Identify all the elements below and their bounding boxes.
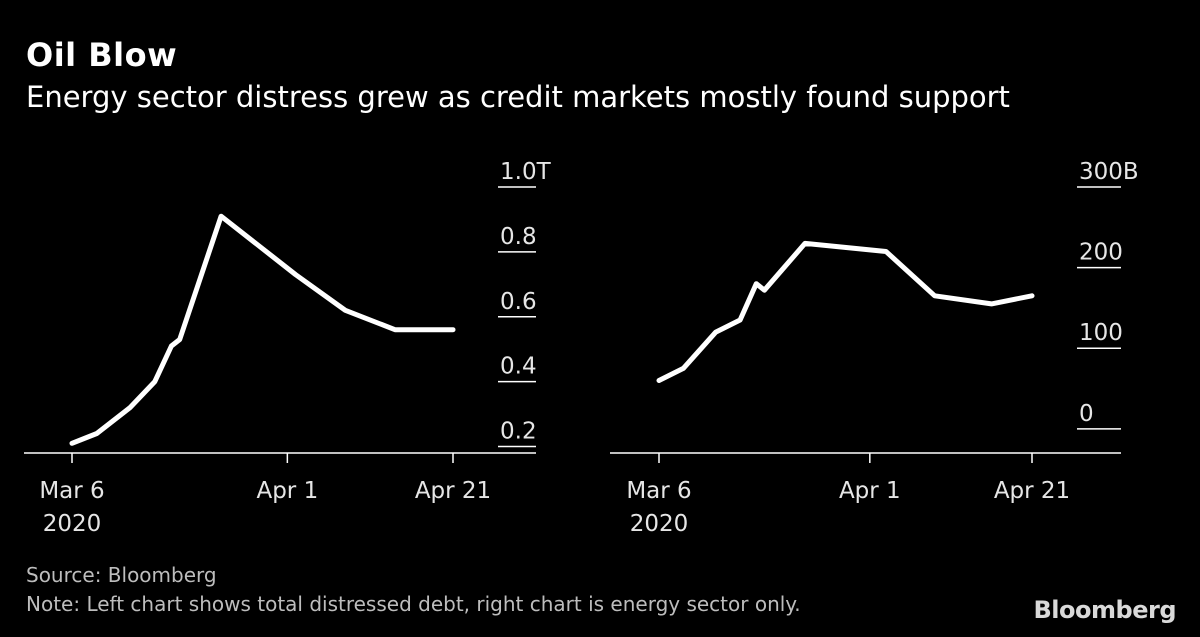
series-line	[69, 213, 456, 446]
y-tick-label: 300B	[1079, 159, 1139, 185]
chart-subtitle: Energy sector distress grew as credit ma…	[26, 80, 1010, 114]
x-tick-year-label: 2020	[630, 511, 689, 537]
y-tick-label: 1.0T	[500, 159, 552, 185]
chart-title: Oil Blow	[26, 36, 178, 74]
right-chart-energy-sector: 0 100 200 300B Mar 6 2020 Apr 1 Apr 21	[610, 159, 1139, 537]
y-tick-label: 200	[1079, 240, 1123, 266]
x-tick-label: Apr 1	[839, 478, 901, 504]
y-tick-label: 0.6	[500, 289, 537, 315]
source-note: Source: Bloomberg	[26, 563, 217, 587]
y-tick-label: 0.4	[500, 354, 537, 380]
bloomberg-logo: Bloomberg	[1033, 596, 1177, 624]
y-tick-label: 0	[1079, 401, 1094, 427]
y-tick-label: 0.2	[500, 419, 537, 445]
x-tick-label: Apr 21	[415, 478, 491, 504]
left-chart-total-distressed-debt: 0.2 0.4 0.6 0.8 1.0T Mar 6 2020 Apr 1 Apr 21	[24, 159, 552, 537]
y-tick-label: 0.8	[500, 224, 537, 250]
footnote: Note: Left chart shows total distressed …	[26, 592, 801, 616]
series-line	[656, 240, 1035, 383]
x-tick-label: Mar 6	[626, 478, 691, 504]
x-tick-label: Apr 21	[994, 478, 1070, 504]
x-tick-year-label: 2020	[43, 511, 102, 537]
y-tick-label: 100	[1079, 320, 1123, 346]
x-tick-label: Apr 1	[256, 478, 318, 504]
x-tick-label: Mar 6	[39, 478, 104, 504]
